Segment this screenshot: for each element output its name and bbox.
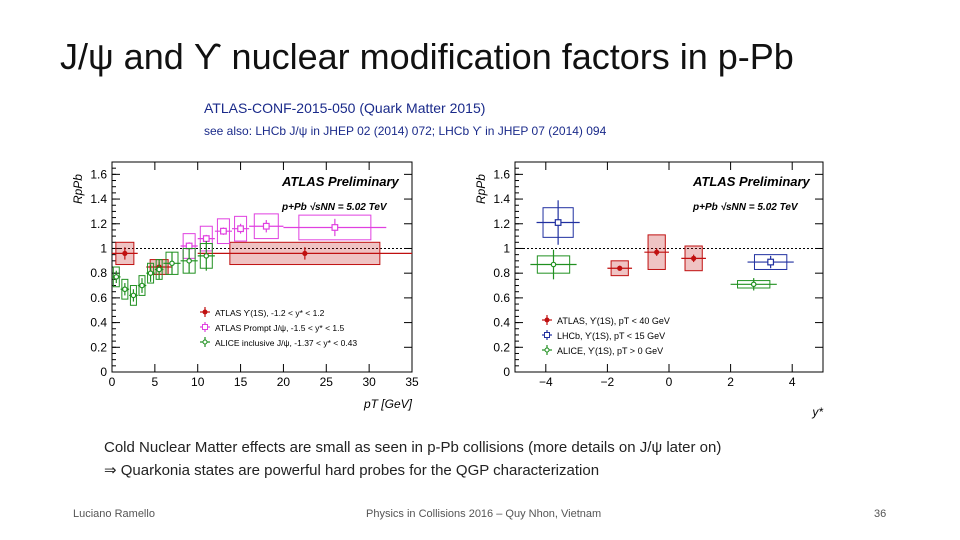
y-tick-label: 0.6 [493, 291, 510, 305]
y-tick-label: 0.6 [90, 291, 107, 305]
data-point [750, 281, 757, 288]
y-tick-label: 0.4 [493, 316, 510, 330]
y-tick-label: 1 [100, 241, 107, 255]
data-point [302, 250, 308, 257]
legend-label: ATLAS ϒ(1S), -1.2 < y* < 1.2 [215, 308, 325, 318]
note-line-2: ⇒ Quarkonia states are powerful hard pro… [104, 462, 600, 479]
y-axis-label: RpPb [474, 174, 488, 204]
data-point [130, 292, 137, 299]
data-point [331, 224, 339, 231]
y-tick-label: 1.6 [90, 167, 107, 181]
data-point [139, 282, 145, 289]
chart-subtitle: p+Pb √sNN = 5.02 TeV [281, 202, 388, 213]
legend-label: ALICE, ϒ(1S), pT > 0 GeV [557, 346, 663, 356]
note-line-1: Cold Nuclear Matter effects are small as… [104, 439, 722, 456]
y-tick-label: 0.2 [90, 340, 107, 354]
x-tick-label: 0 [666, 375, 673, 389]
x-axis-label: pT [GeV] [363, 397, 413, 411]
chart-rapidity: 0 0.2 0.4 0.6 0.8 1 1.2 1.4 1.6 −4 −2 0 2 4 RpPb y* ATLA… [474, 161, 824, 419]
data-point [186, 258, 192, 264]
x-tick-label: 5 [152, 375, 159, 389]
legend-marker [544, 317, 550, 323]
chart-pt: 0 0.2 0.4 0.6 0.8 1 1.2 1.4 1.6 0 5 10 15 20 25 30 35 RpP… [71, 161, 419, 411]
x-tick-label: 15 [234, 375, 248, 389]
y-tick-label: 1.2 [90, 217, 107, 231]
legend-label: ATLAS Prompt J/ψ, -1.5 < y* < 1.5 [215, 323, 344, 333]
data-point [147, 270, 154, 276]
y-tick-label: 1.6 [493, 167, 510, 181]
y-tick-label: 0.8 [90, 266, 107, 280]
x-tick-label: 10 [191, 375, 205, 389]
data-point [169, 260, 175, 267]
data-point [113, 274, 120, 280]
legend-label: ALICE inclusive J/ψ, -1.37 < y* < 0.43 [215, 338, 357, 348]
y-tick-label: 0 [503, 365, 510, 379]
x-tick-label: 20 [277, 375, 291, 389]
y-tick-label: 1.4 [90, 192, 107, 206]
y-tick-label: 0.2 [493, 340, 510, 354]
legend-marker [544, 332, 550, 338]
x-tick-label: 25 [320, 375, 334, 389]
data-point [185, 242, 193, 250]
x-tick-label: 35 [405, 375, 419, 389]
legend-label: ATLAS, ϒ(1S), pT < 40 GeV [557, 316, 670, 326]
y-tick-label: 1 [503, 241, 510, 255]
x-tick-label: −4 [539, 375, 553, 389]
x-tick-label: 0 [109, 375, 116, 389]
data-point [237, 225, 244, 233]
y-tick-label: 0 [100, 365, 107, 379]
data-point [122, 286, 128, 293]
y-tick-label: 1.4 [493, 192, 510, 206]
data-point [156, 266, 162, 273]
y-tick-label: 1.2 [493, 217, 510, 231]
x-axis-label: y* [811, 405, 823, 419]
data-point [122, 250, 128, 257]
footer-author: Luciano Ramello [73, 508, 155, 520]
slide-title: J/ψ and ϒ nuclear modification factors i… [60, 36, 794, 77]
y-axis-label: RpPb [71, 174, 85, 204]
data-point [262, 222, 270, 230]
y-tick-label: 0.8 [493, 266, 510, 280]
x-tick-label: 4 [789, 375, 796, 389]
chart-title: ATLAS Preliminary [692, 174, 811, 189]
data-point [691, 255, 697, 261]
legend-marker [202, 324, 208, 330]
chart-title: ATLAS Preliminary [281, 174, 400, 189]
legend-marker [544, 347, 550, 353]
y-tick-label: 0.4 [90, 316, 107, 330]
data-point [202, 235, 210, 242]
x-tick-label: −2 [601, 375, 615, 389]
legend-marker [202, 309, 208, 315]
footer-conference: Physics in Collisions 2016 – Quy Nhon, V… [366, 508, 602, 520]
data-point [767, 258, 775, 266]
data-point [203, 253, 210, 259]
data-point [554, 219, 562, 226]
data-point [220, 227, 227, 235]
page-number: 36 [874, 508, 887, 520]
x-tick-label: 2 [727, 375, 734, 389]
data-point [617, 265, 623, 271]
reference-text: ATLAS-CONF-2015-050 (Quark Matter 2015) [204, 100, 486, 116]
data-point [550, 261, 557, 268]
legend-label: LHCb, ϒ(1S), pT < 15 GeV [557, 331, 665, 341]
data-point [654, 249, 660, 255]
chart-subtitle: p+Pb √sNN = 5.02 TeV [692, 202, 799, 213]
see-also-text: see also: LHCb J/ψ in JHEP 02 (2014) 072… [204, 124, 607, 138]
legend-marker [202, 339, 208, 345]
x-tick-label: 30 [362, 375, 376, 389]
